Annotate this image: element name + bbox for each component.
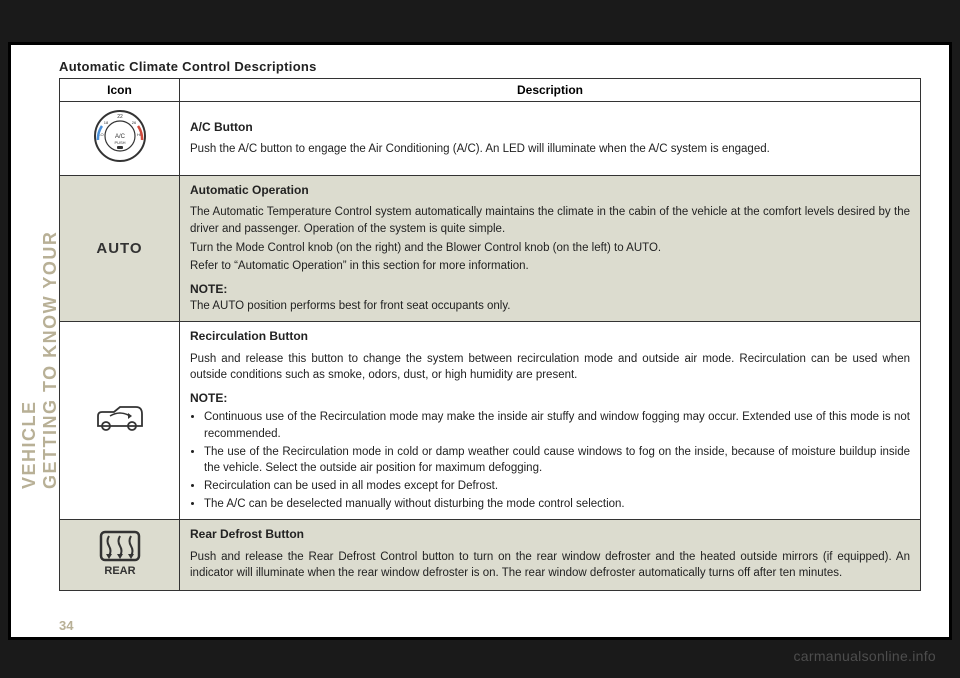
- row-title: Recirculation Button: [190, 328, 910, 345]
- icon-cell-auto: AUTO: [60, 176, 180, 322]
- note-list: Continuous use of the Recirculation mode…: [204, 409, 910, 512]
- row-body: Push and release this button to change t…: [190, 351, 910, 384]
- svg-text:22: 22: [117, 114, 123, 120]
- icon-cell-recirc: [60, 322, 180, 520]
- desc-cell-rear: Rear Defrost Button Push and release the…: [180, 520, 921, 591]
- list-item: Continuous use of the Recirculation mode…: [204, 409, 910, 442]
- note-label: NOTE:: [190, 281, 910, 298]
- section-sidebar-label: GETTING TO KNOW YOUR VEHICLE: [19, 193, 61, 489]
- desc-cell-recirc: Recirculation Button Push and release th…: [180, 322, 921, 520]
- svg-text:PUSH: PUSH: [114, 140, 125, 145]
- desc-cell-auto: Automatic Operation The Automatic Temper…: [180, 176, 921, 322]
- ac-dial-icon: A/C PUSH 22 18 26 LO HI: [92, 108, 148, 169]
- row-body: Push the A/C button to engage the Air Co…: [190, 143, 770, 155]
- section-title: Automatic Climate Control Descriptions: [59, 59, 921, 74]
- table-row: AUTO Automatic Operation The Automatic T…: [60, 176, 921, 322]
- row-body: Push and release the Rear Defrost Contro…: [190, 549, 910, 582]
- watermark: carmanualsonline.info: [794, 648, 937, 664]
- note-body: The AUTO position performs best for fron…: [190, 300, 510, 312]
- row-body: Refer to “Automatic Operation” in this s…: [190, 258, 910, 275]
- header-description: Description: [180, 79, 921, 102]
- table-row: A/C PUSH 22 18 26 LO HI: [60, 102, 921, 176]
- note-label: NOTE:: [190, 390, 910, 407]
- row-body: Turn the Mode Control knob (on the right…: [190, 240, 910, 257]
- auto-text-icon: AUTO: [96, 240, 142, 257]
- table-row: REAR Rear Defrost Button Push and releas…: [60, 520, 921, 591]
- row-title: Rear Defrost Button: [190, 526, 910, 543]
- row-title: A/C Button: [190, 119, 910, 136]
- list-item: The use of the Recirculation mode in col…: [204, 444, 910, 477]
- header-icon: Icon: [60, 79, 180, 102]
- row-title: Automatic Operation: [190, 182, 910, 199]
- manual-page: GETTING TO KNOW YOUR VEHICLE Automatic C…: [8, 42, 952, 640]
- rear-icon-label: REAR: [104, 565, 135, 577]
- svg-text:18: 18: [103, 120, 108, 125]
- descriptions-table: Icon Description A/C PUSH 22: [59, 78, 921, 591]
- page-number: 34: [59, 618, 73, 633]
- row-body: The Automatic Temperature Control system…: [190, 204, 910, 237]
- list-item: The A/C can be deselected manually witho…: [204, 496, 910, 513]
- recirculation-icon: [92, 402, 148, 439]
- list-item: Recirculation can be used in all modes e…: [204, 478, 910, 495]
- svg-text:26: 26: [131, 120, 136, 125]
- table-row: Recirculation Button Push and release th…: [60, 322, 921, 520]
- icon-cell-ac: A/C PUSH 22 18 26 LO HI: [60, 102, 180, 176]
- rear-defrost-icon: REAR: [95, 529, 145, 582]
- desc-cell-ac: A/C Button Push the A/C button to engage…: [180, 102, 921, 176]
- icon-cell-rear: REAR: [60, 520, 180, 591]
